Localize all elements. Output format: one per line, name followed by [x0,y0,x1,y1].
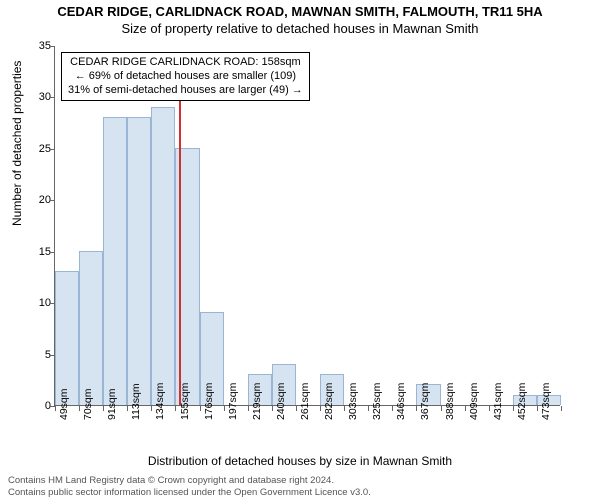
x-tick-mark [272,406,273,411]
footer-attribution: Contains HM Land Registry data © Crown c… [8,475,371,498]
histogram-bar [151,107,175,405]
x-tick-mark [55,406,56,411]
chart-area: 0510152025303549sqm70sqm91sqm113sqm134sq… [54,46,560,406]
x-tick-mark [416,406,417,411]
y-tick-mark [50,200,55,201]
x-tick-mark [561,406,562,411]
histogram-bar [55,271,79,405]
y-tick-label: 0 [23,400,51,412]
x-tick-mark [224,406,225,411]
y-tick-mark [50,97,55,98]
histogram-bar [127,117,151,405]
super-title: CEDAR RIDGE, CARLIDNACK ROAD, MAWNAN SMI… [0,4,600,19]
y-tick-label: 5 [23,349,51,361]
y-tick-label: 20 [23,194,51,206]
x-tick-mark [248,406,249,411]
annotation-line-3: 31% of semi-detached houses are larger (… [68,84,303,98]
y-tick-label: 10 [23,297,51,309]
x-tick-mark [344,406,345,411]
x-tick-mark [127,406,128,411]
x-tick-mark [489,406,490,411]
x-tick-mark [320,406,321,411]
x-tick-mark [103,406,104,411]
x-tick-mark [368,406,369,411]
histogram-bar [79,251,103,405]
y-tick-label: 30 [23,91,51,103]
x-tick-mark [200,406,201,411]
sub-title: Size of property relative to detached ho… [0,21,600,36]
y-tick-mark [50,149,55,150]
title-block: CEDAR RIDGE, CARLIDNACK ROAD, MAWNAN SMI… [0,0,600,36]
y-tick-label: 35 [23,40,51,52]
chart-container: CEDAR RIDGE, CARLIDNACK ROAD, MAWNAN SMI… [0,0,600,500]
x-tick-mark [465,406,466,411]
y-tick-mark [50,252,55,253]
footer-line-1: Contains HM Land Registry data © Crown c… [8,475,371,486]
x-tick-mark [392,406,393,411]
footer-line-2: Contains public sector information licen… [8,487,371,498]
annotation-box: CEDAR RIDGE CARLIDNACK ROAD: 158sqm ← 69… [61,52,310,101]
x-tick-mark [441,406,442,411]
y-tick-label: 15 [23,246,51,258]
plot-region: 0510152025303549sqm70sqm91sqm113sqm134sq… [54,46,560,406]
x-tick-mark [513,406,514,411]
x-tick-mark [175,406,176,411]
y-tick-mark [50,46,55,47]
x-tick-mark [151,406,152,411]
x-tick-mark [79,406,80,411]
annotation-line-2: ← 69% of detached houses are smaller (10… [68,70,303,84]
y-tick-label: 25 [23,143,51,155]
histogram-bar [103,117,127,405]
x-tick-mark [537,406,538,411]
y-axis-label: Number of detached properties [10,61,24,226]
annotation-line-1: CEDAR RIDGE CARLIDNACK ROAD: 158sqm [68,56,303,70]
x-axis-label: Distribution of detached houses by size … [0,454,600,468]
property-marker-line [179,66,181,405]
x-tick-mark [296,406,297,411]
